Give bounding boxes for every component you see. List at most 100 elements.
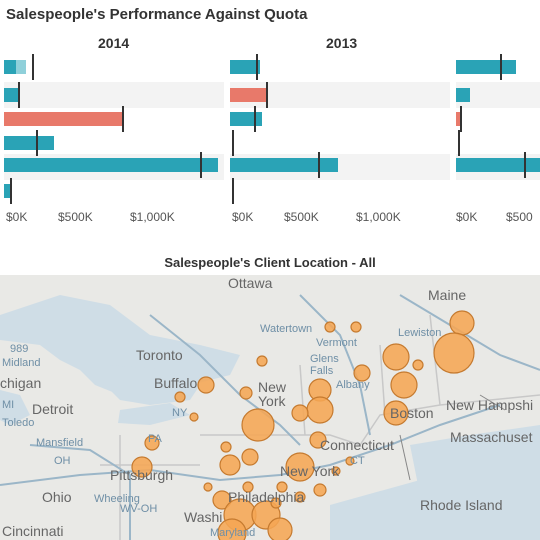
map-label: Rhode Island — [420, 497, 503, 513]
map-label: MI — [2, 399, 15, 411]
bubble — [306, 396, 334, 424]
map-label: Lewiston — [398, 327, 442, 339]
bar — [230, 60, 260, 74]
map-label: Connecticut — [320, 437, 394, 453]
bubble — [350, 321, 362, 333]
bubble — [131, 456, 153, 478]
bubble — [217, 518, 247, 540]
tick — [18, 82, 20, 108]
year-label-2013: 2013 — [326, 35, 358, 51]
map-label: Glens — [310, 353, 339, 365]
tick — [200, 152, 202, 178]
map-label: Albany — [336, 379, 370, 391]
bar — [230, 112, 262, 126]
bubble — [174, 391, 186, 403]
tick — [460, 106, 462, 132]
map-label: Massachuset — [450, 429, 533, 445]
tick — [122, 106, 124, 132]
map-label: Pittsburgh — [110, 467, 174, 483]
tick — [36, 130, 38, 156]
map-label: Maine — [428, 287, 467, 303]
bubble — [270, 497, 282, 509]
map-label: New — [258, 379, 287, 395]
panel-2013 — [230, 50, 450, 210]
year-label-2014: 2014 — [98, 35, 130, 51]
tick — [318, 152, 320, 178]
bar — [4, 158, 218, 172]
map-label: Ohio — [42, 489, 72, 505]
map-label: Philadelphia — [228, 489, 305, 505]
bubble — [197, 376, 215, 394]
bar — [456, 88, 470, 102]
map-label: 989 — [10, 343, 29, 355]
bar — [4, 60, 16, 74]
axis-tick: $1,000K — [130, 210, 175, 224]
bubble — [390, 371, 418, 399]
axis-tick: $1,000K — [356, 210, 401, 224]
bubble — [294, 491, 306, 503]
tick — [10, 178, 12, 204]
map-label: Mansfield — [36, 437, 84, 449]
map-label: Toronto — [136, 347, 183, 363]
bubble — [345, 456, 355, 466]
bar — [230, 158, 338, 172]
bubble — [241, 408, 275, 442]
map-label: Watertown — [260, 323, 313, 335]
axis-tick: $500 — [506, 210, 533, 224]
bubble — [144, 435, 160, 451]
map-label: Ottawa — [228, 275, 273, 291]
bubble — [313, 483, 327, 497]
bubble — [219, 454, 241, 476]
bar — [4, 88, 19, 102]
bubble — [189, 412, 199, 422]
map-label: Boston — [390, 405, 434, 421]
map-label: PA — [148, 433, 162, 445]
bar — [456, 60, 516, 74]
map-label: Maryland — [210, 527, 256, 539]
map[interactable]: Ottawa Maine Lewiston Watertown Vermont … — [0, 275, 540, 540]
map-label: York — [258, 393, 286, 409]
panel-3 — [456, 50, 540, 210]
map-label: Cincinnati — [2, 523, 64, 539]
map-label: NY — [172, 407, 188, 419]
map-title: Salespeople's Client Location - All — [164, 255, 376, 270]
bubble — [241, 448, 259, 466]
axis-tick: $0K — [456, 210, 478, 224]
axis-tick: $500K — [284, 210, 319, 224]
map-label: Wheeling — [94, 493, 140, 505]
tick — [524, 152, 526, 178]
tick — [32, 54, 34, 80]
bubble — [285, 452, 315, 482]
map-label: Falls — [310, 365, 334, 377]
bar — [4, 136, 54, 150]
bubble — [382, 343, 410, 371]
tick — [254, 106, 256, 132]
map-label: WV-OH — [120, 503, 158, 515]
bubble — [242, 481, 254, 493]
map-label: New York — [280, 463, 340, 479]
bubble — [383, 400, 409, 426]
bubble — [276, 481, 288, 493]
bubble — [433, 332, 475, 374]
tick — [256, 54, 258, 80]
map-label: Detroit — [32, 401, 74, 417]
axis-tick: $500K — [58, 210, 93, 224]
map-label: Toledo — [2, 417, 35, 429]
map-label: CT — [350, 455, 365, 467]
axis-tick: $0K — [232, 210, 254, 224]
tick — [458, 130, 460, 156]
tick — [500, 54, 502, 80]
bubble — [324, 321, 336, 333]
bar — [4, 184, 12, 198]
map-label: Buffalo — [154, 375, 198, 391]
bubble — [449, 310, 475, 336]
axis-tick: $0K — [6, 210, 28, 224]
map-label: Vermont — [316, 337, 357, 349]
bar — [456, 112, 462, 126]
map-label: OH — [54, 455, 71, 467]
map-label: New Hampshi — [446, 397, 534, 413]
bar — [456, 158, 540, 172]
bubble — [331, 466, 341, 476]
panel-2014 — [4, 50, 224, 210]
map-label: Midland — [2, 357, 41, 369]
